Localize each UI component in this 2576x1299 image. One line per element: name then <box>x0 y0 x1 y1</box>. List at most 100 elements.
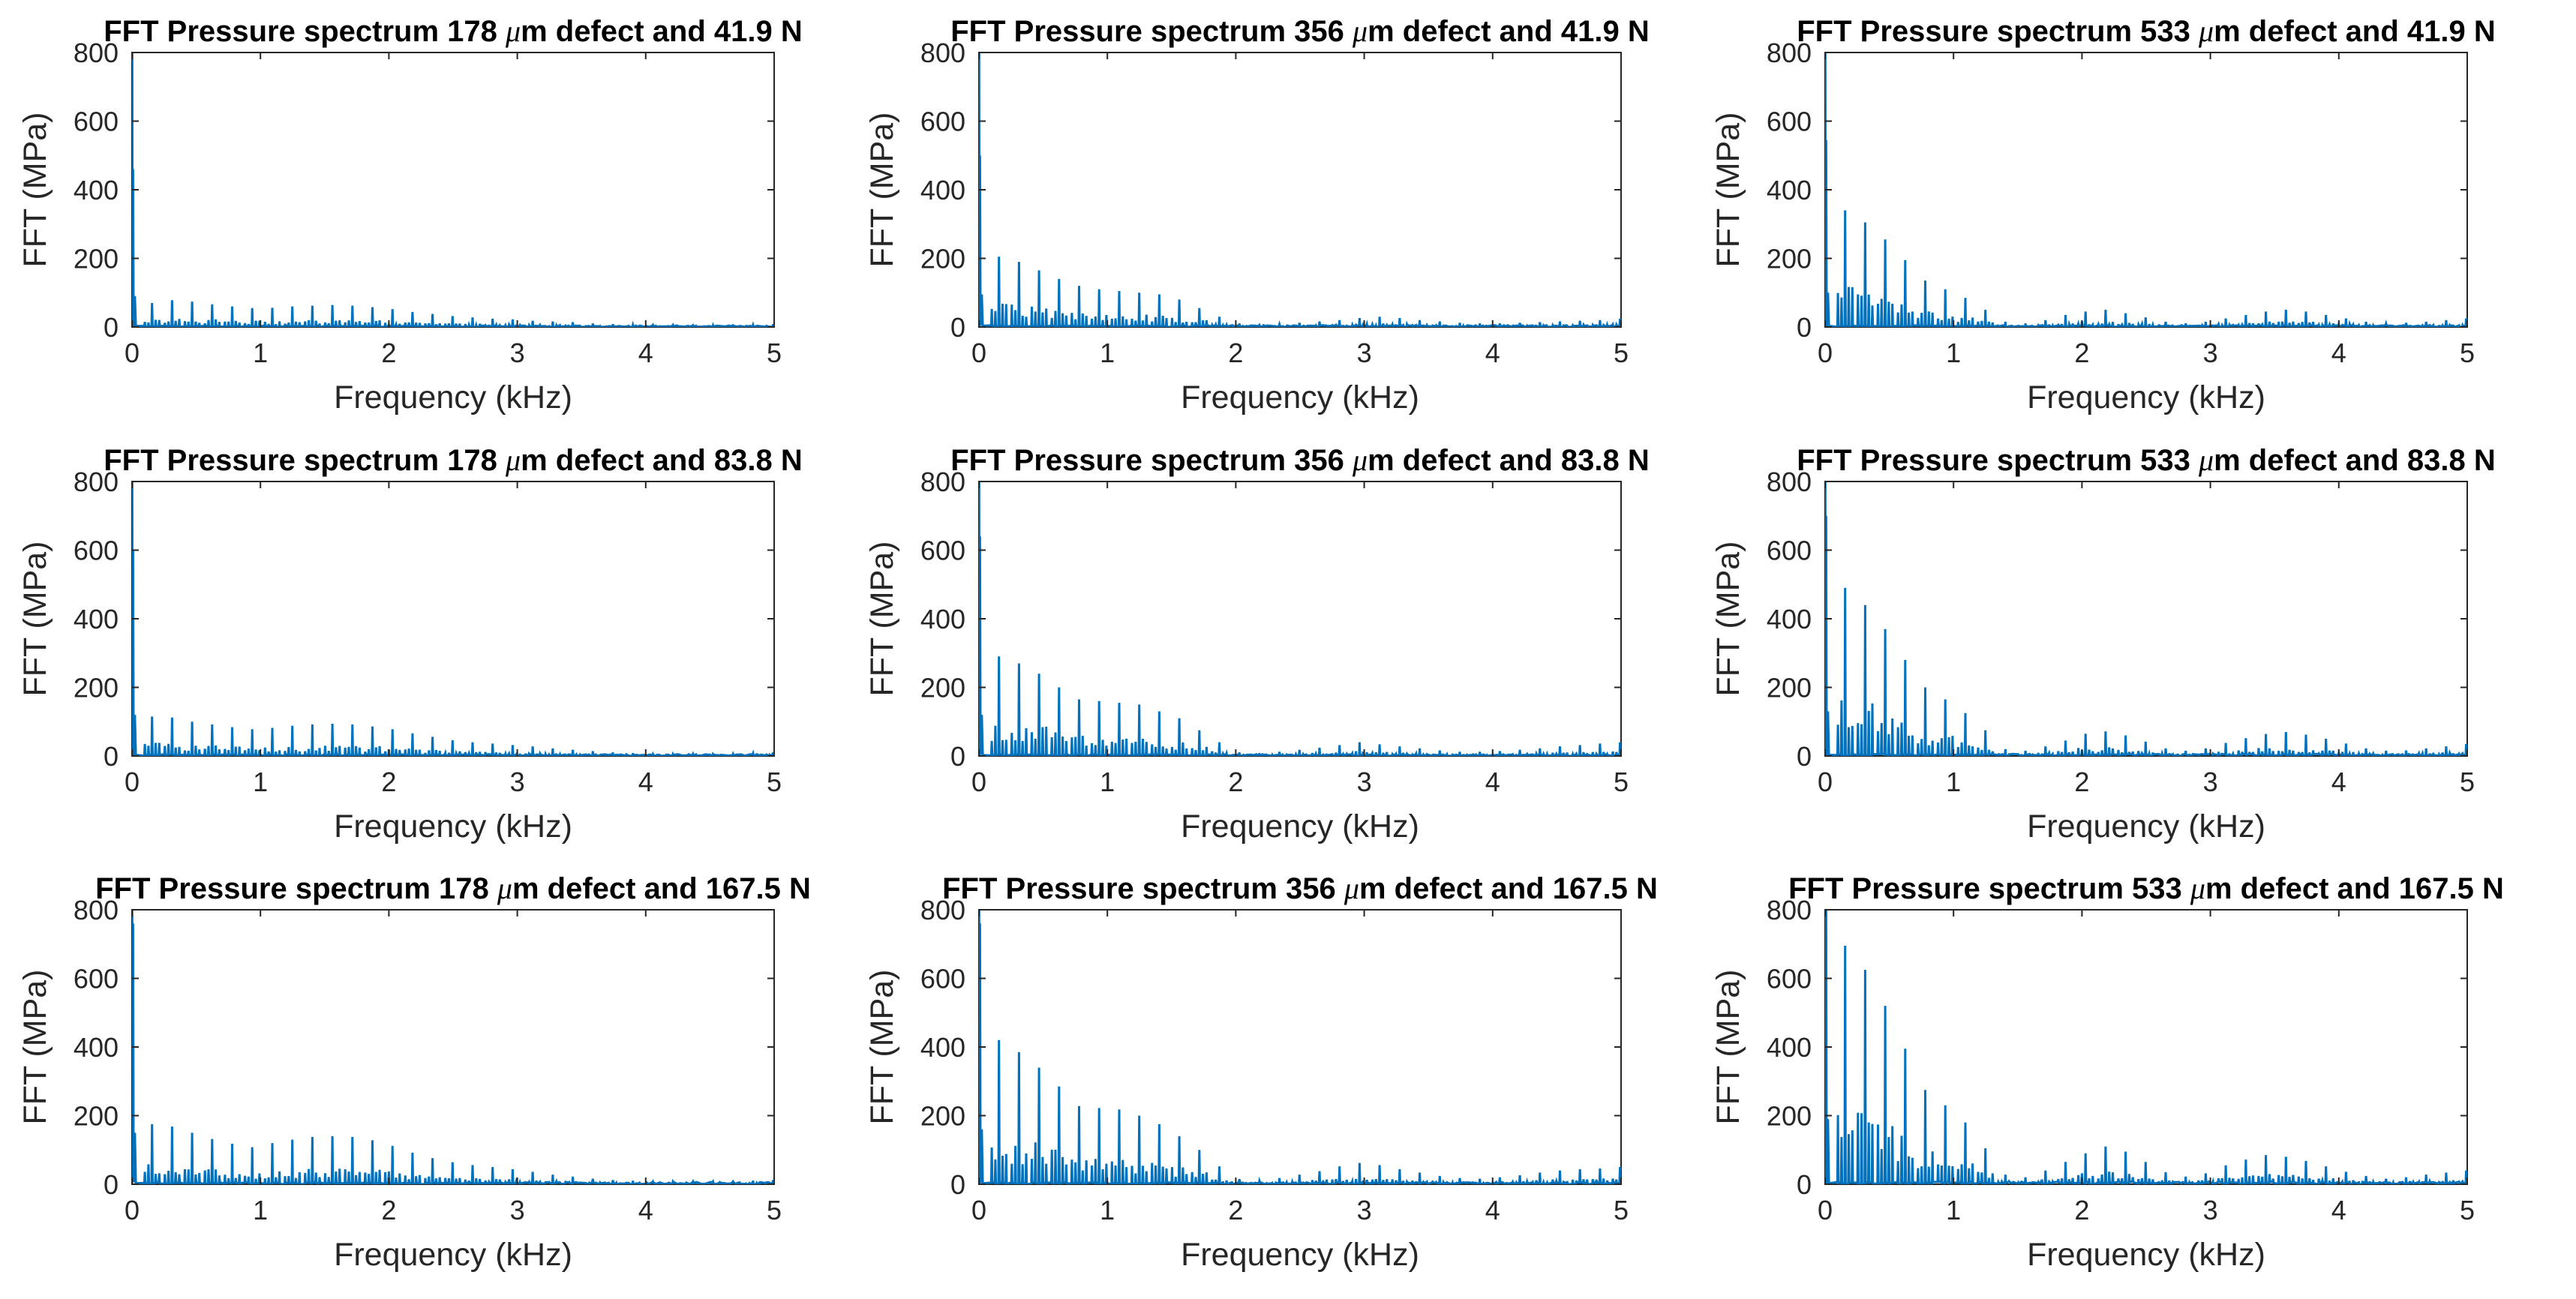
title-mu-symbol: μ <box>2198 14 2214 48</box>
y-tick-label: 0 <box>104 1169 119 1200</box>
plot-area <box>1824 481 2468 757</box>
title-mu-symbol: μ <box>1344 872 1359 905</box>
fft-subplot-7: 0 1 2 3 4 5 0 200 400 600 800 Frequency (kHz) FFT (M… <box>17 872 811 1273</box>
y-tick-label: 800 <box>74 38 119 68</box>
y-tick-label: 400 <box>920 1032 965 1063</box>
y-tick-label: 0 <box>104 312 119 343</box>
plot-area <box>978 481 1622 757</box>
title-mu-symbol: μ <box>505 14 521 48</box>
y-tick-label: 800 <box>1767 466 1812 497</box>
x-tick-label: 5 <box>2460 1195 2475 1226</box>
x-tick-label: 2 <box>1228 1195 1243 1226</box>
fft-subplot-9: 0 1 2 3 4 5 0 200 400 600 800 Frequency (kHz) FFT (M… <box>1710 872 2504 1273</box>
y-tick-label: 800 <box>920 466 965 497</box>
y-tick-label: 0 <box>950 312 965 343</box>
y-tick-label: 400 <box>1767 175 1812 206</box>
plot-area <box>131 909 775 1185</box>
title-suffix: m defect and 167.5 N <box>2205 872 2504 905</box>
x-tick-label: 2 <box>2074 338 2089 368</box>
x-axis-label: Frequency (kHz) <box>2027 380 2265 416</box>
y-tick-label: 400 <box>1767 1032 1812 1063</box>
title-mu-symbol: μ <box>505 443 521 477</box>
x-tick-label: 1 <box>1100 338 1115 368</box>
x-tick-label: 3 <box>510 338 525 368</box>
x-tick-label: 4 <box>2331 338 2346 368</box>
spectrum-series-line <box>1825 52 2467 327</box>
y-tick-label: 600 <box>920 106 965 137</box>
title-mu-symbol: μ <box>2190 872 2205 905</box>
spectrum-series-line <box>979 52 1621 327</box>
y-tick-label: 600 <box>74 106 119 137</box>
x-tick-label: 1 <box>1946 338 1961 368</box>
fft-subplot-3: 0 1 2 3 4 5 0 200 400 600 800 Frequency (kHz) FFT (M… <box>1710 14 2496 416</box>
y-tick-label: 200 <box>1767 244 1812 274</box>
x-tick-label: 5 <box>2460 766 2475 797</box>
title-prefix: FFT Pressure spectrum 356 <box>942 872 1344 905</box>
plot-area <box>1824 52 2468 328</box>
x-tick-label: 3 <box>2203 1195 2218 1226</box>
title-prefix: FFT Pressure spectrum 533 <box>1797 15 2199 48</box>
y-tick-label: 0 <box>950 741 965 772</box>
x-tick-label: 3 <box>2203 338 2218 368</box>
y-tick-label: 800 <box>920 38 965 68</box>
spectrum-series-line <box>1825 910 2467 1184</box>
y-tick-label: 0 <box>950 1169 965 1200</box>
y-axis-label: FFT (MPa) <box>1710 112 1746 267</box>
y-axis-label: FFT (MPa) <box>864 969 900 1124</box>
y-tick-label: 400 <box>74 604 119 634</box>
plot-area <box>131 481 775 757</box>
title-prefix: FFT Pressure spectrum 533 <box>1788 872 2190 905</box>
x-tick-label: 3 <box>1357 1195 1372 1226</box>
y-tick-label: 800 <box>1767 895 1812 926</box>
x-tick-label: 0 <box>125 1195 140 1226</box>
y-tick-label: 600 <box>920 964 965 994</box>
title-prefix: FFT Pressure spectrum 533 <box>1797 444 2199 477</box>
title-mu-symbol: μ <box>497 872 512 905</box>
y-tick-label: 0 <box>104 741 119 772</box>
y-tick-label: 200 <box>74 1101 119 1132</box>
y-axis-label: FFT (MPa) <box>1710 541 1746 696</box>
y-tick-label: 200 <box>74 244 119 274</box>
x-tick-label: 2 <box>381 766 396 797</box>
x-tick-label: 0 <box>125 766 140 797</box>
x-tick-label: 5 <box>2460 338 2475 368</box>
x-tick-label: 5 <box>767 766 782 797</box>
spectrum-series-line <box>979 482 1621 756</box>
x-tick-label: 3 <box>1357 766 1372 797</box>
x-tick-label: 5 <box>1614 1195 1629 1226</box>
fft-subplot-4: 0 1 2 3 4 5 0 200 400 600 800 Frequency (kHz) FFT (M… <box>17 443 803 844</box>
subplot-title: FFT Pressure spectrum 356 μm defect and … <box>942 872 1658 905</box>
x-axis-label: Frequency (kHz) <box>1181 380 1419 416</box>
x-tick-label: 2 <box>2074 1195 2089 1226</box>
title-suffix: m defect and 41.9 N <box>2214 15 2496 48</box>
x-tick-label: 3 <box>2203 766 2218 797</box>
subplot-title: FFT Pressure spectrum 356 μm defect and … <box>950 14 1650 48</box>
x-tick-label: 4 <box>638 1195 653 1226</box>
fft-subplot-2: 0 1 2 3 4 5 0 200 400 600 800 Frequency (kHz) FFT (M… <box>864 14 1650 416</box>
y-tick-label: 400 <box>920 604 965 634</box>
x-tick-label: 4 <box>1485 1195 1500 1226</box>
subplot-title: FFT Pressure spectrum 178 μm defect and … <box>95 872 811 905</box>
title-mu-symbol: μ <box>1352 14 1368 48</box>
plot-area <box>131 52 775 328</box>
y-tick-label: 600 <box>1767 106 1812 137</box>
title-prefix: FFT Pressure spectrum 178 <box>104 15 506 48</box>
x-tick-label: 1 <box>1946 1195 1961 1226</box>
subplot-title: FFT Pressure spectrum 178 μm defect and … <box>104 14 803 48</box>
y-tick-label: 0 <box>1797 741 1812 772</box>
x-tick-label: 2 <box>381 338 396 368</box>
x-axis-label: Frequency (kHz) <box>334 1237 572 1273</box>
y-axis-label: FFT (MPa) <box>864 112 900 267</box>
spectrum-series-line <box>132 52 774 327</box>
x-tick-label: 4 <box>2331 766 2346 797</box>
y-tick-label: 200 <box>920 244 965 274</box>
y-axis-label: FFT (MPa) <box>864 541 900 696</box>
subplot-title: FFT Pressure spectrum 178 μm defect and … <box>104 443 803 477</box>
plot-area <box>978 52 1622 328</box>
y-tick-label: 200 <box>1767 673 1812 704</box>
x-tick-label: 2 <box>1228 766 1243 797</box>
y-tick-label: 800 <box>920 895 965 926</box>
title-suffix: m defect and 167.5 N <box>1359 872 1658 905</box>
y-tick-label: 0 <box>1797 312 1812 343</box>
y-tick-label: 200 <box>74 673 119 704</box>
